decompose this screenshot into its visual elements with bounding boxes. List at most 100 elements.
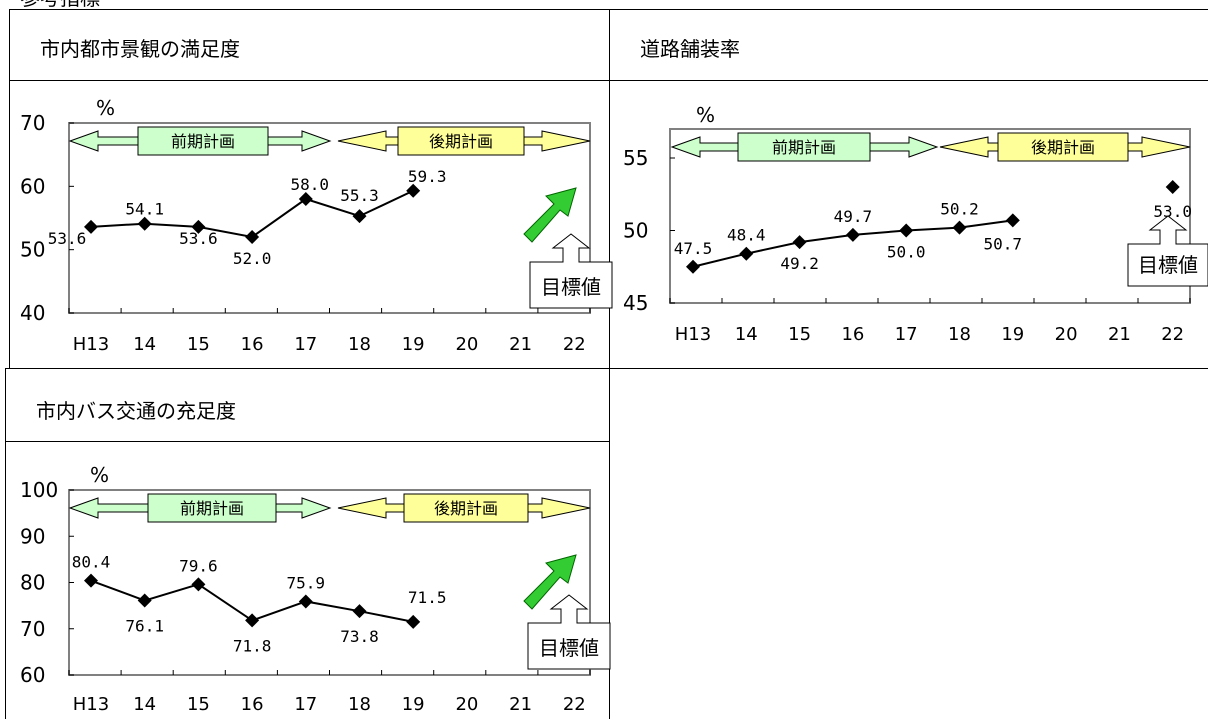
data-point: [298, 192, 313, 206]
data-label: 53.6: [48, 229, 87, 248]
x-tick-label: 14: [133, 694, 156, 715]
x-tick-label: 22: [563, 334, 586, 355]
x-tick-label: 20: [455, 334, 478, 355]
data-point: [137, 593, 152, 608]
x-tick-label: 16: [241, 334, 264, 355]
grid-line: [609, 9, 610, 369]
data-point: [84, 219, 98, 234]
y-tick-label: 45: [623, 291, 648, 315]
target-callout-label: 目標値: [541, 275, 601, 299]
x-tick-label: 19: [402, 694, 425, 715]
y-tick-label: 60: [20, 174, 45, 198]
data-label: 71.8: [233, 636, 272, 655]
late-period-label: 後期計画: [429, 132, 493, 151]
early-period-label: 前期計画: [180, 499, 244, 518]
x-tick-label: 21: [509, 334, 532, 355]
data-point: [191, 577, 206, 592]
y-tick-label: 100: [20, 478, 58, 502]
x-tick-label: H13: [675, 324, 711, 345]
grid-line: [609, 368, 610, 719]
y-axis-unit: %: [96, 96, 115, 120]
data-label: 49.7: [834, 207, 873, 226]
x-tick-label: 21: [509, 694, 532, 715]
y-tick-label: 80: [20, 571, 45, 595]
y-tick-label: 40: [20, 301, 45, 325]
x-tick-label: H13: [73, 694, 109, 715]
grid-line: [5, 441, 609, 442]
data-label: 76.1: [125, 617, 164, 636]
data-label: 47.5: [674, 239, 713, 258]
data-label: 71.5: [408, 588, 447, 607]
x-tick-label: 20: [1055, 324, 1078, 345]
data-point: [899, 223, 914, 238]
early-period-box: [137, 126, 269, 156]
data-label: 58.0: [291, 175, 330, 194]
x-tick-label: 16: [241, 694, 264, 715]
x-tick-label: 17: [294, 694, 317, 715]
section-header-text: 参考指標: [20, 0, 100, 10]
data-label: 53.6: [179, 229, 218, 248]
grid-line: [5, 368, 1208, 369]
data-point: [739, 246, 754, 261]
late-period-box: [403, 493, 529, 523]
data-point: [245, 230, 260, 244]
data-point: [406, 183, 421, 198]
data-point: [845, 227, 860, 242]
early-period-label: 前期計画: [772, 138, 836, 157]
data-point: [792, 235, 807, 250]
early-period-box: [737, 132, 871, 162]
data-point: [245, 613, 260, 628]
x-tick-label: 15: [788, 324, 811, 345]
target-point: [1165, 180, 1180, 194]
early-period-label: 前期計画: [171, 132, 235, 151]
section-header-fragment: 参考指標: [20, 0, 100, 8]
data-label: 50.0: [887, 243, 926, 262]
late-period-label: 後期計画: [434, 499, 498, 518]
x-tick-label: 14: [133, 334, 156, 355]
x-tick-label: 17: [294, 334, 317, 355]
grid-line: [5, 368, 6, 719]
x-tick-label: 18: [348, 334, 371, 355]
early-period-box: [147, 493, 277, 523]
chart-title-1: 市内都市景観の満足度: [40, 37, 240, 61]
x-tick-label: 22: [563, 694, 586, 715]
x-tick-label: 20: [455, 694, 478, 715]
x-tick-label: 18: [948, 324, 971, 345]
target-callout: [527, 594, 611, 670]
target-callout: [529, 233, 613, 309]
chart-title-2: 道路舗装率: [640, 37, 740, 61]
data-label: 75.9: [287, 573, 326, 592]
x-tick-label: 19: [402, 334, 425, 355]
y-tick-label: 90: [20, 524, 45, 548]
y-axis-unit: %: [696, 103, 715, 127]
x-tick-label: 21: [1108, 324, 1131, 345]
y-tick-label: 55: [623, 146, 648, 170]
y-tick-label: 50: [20, 238, 45, 262]
x-tick-label: 15: [187, 334, 210, 355]
x-tick-label: 17: [895, 324, 918, 345]
data-label: 52.0: [233, 249, 272, 268]
target-value-label: 53.0: [1153, 202, 1192, 221]
y-axis-unit: %: [90, 463, 109, 487]
data-point: [686, 259, 700, 274]
data-point: [191, 219, 206, 234]
data-point: [952, 220, 967, 235]
x-tick-label: 19: [1001, 324, 1024, 345]
y-tick-label: 60: [20, 663, 45, 687]
data-point: [1005, 213, 1020, 228]
x-tick-label: 16: [841, 324, 864, 345]
data-label: 80.4: [72, 553, 111, 572]
x-tick-label: 14: [735, 324, 758, 345]
data-label: 50.7: [984, 234, 1023, 253]
target-callout-label: 目標値: [539, 636, 599, 660]
target-up-arrow: [523, 187, 577, 243]
data-label: 54.1: [125, 200, 164, 219]
grid-line: [9, 9, 1208, 10]
x-tick-label: 18: [348, 694, 371, 715]
late-period-box: [397, 126, 525, 156]
target-callout: [1127, 215, 1208, 287]
target-up-arrow: [523, 554, 577, 610]
